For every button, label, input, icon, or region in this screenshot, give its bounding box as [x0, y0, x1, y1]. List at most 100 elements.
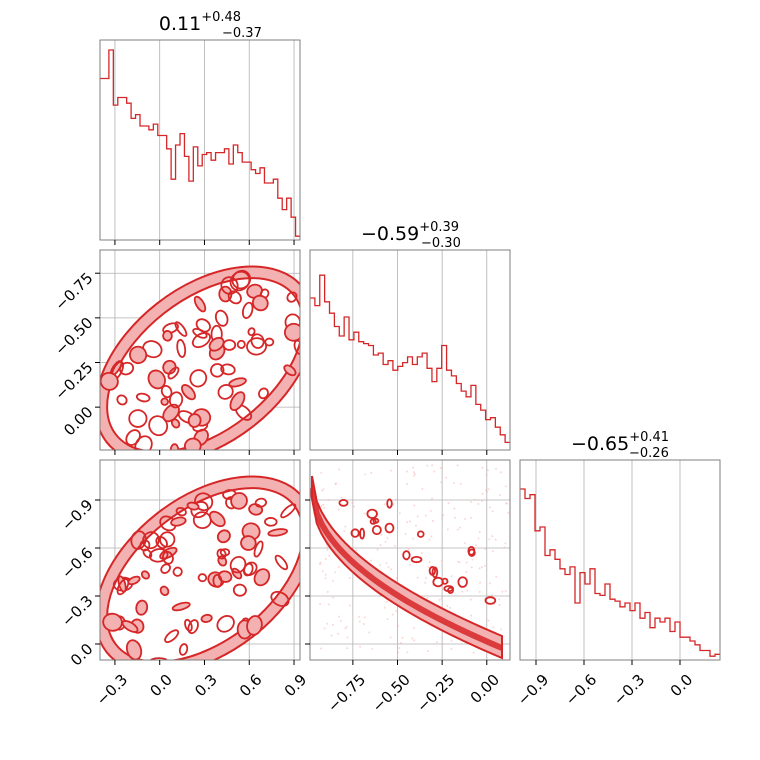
scatter-point-2-1-223: [323, 627, 326, 630]
contour-2-0-island-24: [159, 531, 176, 548]
scatter-point-2-1-102: [389, 636, 392, 639]
scatter-point-2-1-24: [498, 603, 501, 606]
contour-2-1-island-7: [484, 596, 497, 605]
scatter-point-2-1-155: [339, 619, 342, 622]
contour-2-0-island-0: [187, 619, 199, 635]
scatter-point-2-1-252: [406, 521, 409, 524]
scatter-point-2-1-211: [412, 626, 415, 629]
contour-1-0-island-65: [160, 397, 169, 406]
scatter-point-2-1-207: [488, 538, 491, 541]
contour-1-0-island-62: [176, 338, 187, 358]
scatter-point-2-1-234: [328, 603, 331, 606]
contour-1-0-island-61: [220, 276, 239, 295]
contour-2-0-island-48: [243, 561, 258, 576]
scatter-point-2-1-97: [498, 494, 501, 497]
ticklabel-x-param-1-2: −0.25: [413, 671, 458, 716]
title-param-0: 0.11+0.48 −0.37: [159, 10, 262, 41]
scatter-point-2-1-158: [420, 552, 423, 555]
contour-2-0-island-42: [172, 566, 183, 577]
scatter-point-2-1-256: [351, 501, 354, 504]
scatter-point-2-1-232: [494, 538, 497, 541]
scatter-point-2-1-5: [387, 565, 390, 568]
contour-2-0-island-45: [171, 601, 191, 612]
contour-1-0-island-67: [100, 371, 119, 391]
scatter-point-2-1-230: [320, 647, 323, 650]
contour-1-0-island-38: [170, 418, 181, 429]
contour-1-0-island-35: [236, 339, 246, 349]
contour-2-1-band-core: [310, 487, 504, 651]
scatter-point-2-1-109: [412, 466, 415, 469]
scatter-point-2-1-8: [412, 537, 415, 540]
scatter-point-2-1-202: [346, 647, 349, 650]
contour-1-0-island-60: [191, 332, 211, 349]
scatter-point-2-1-122: [405, 470, 408, 473]
scatter-point-2-1-11: [338, 468, 341, 471]
scatter-point-2-1-4: [395, 609, 398, 612]
contour-2-0-island-37: [216, 615, 235, 633]
scatter-point-2-1-156: [346, 636, 349, 639]
scatter-point-2-1-157: [395, 576, 398, 579]
scatter-point-2-1-135: [481, 492, 484, 495]
contour-2-1-island-4: [359, 527, 366, 540]
ticklabel-y-param-1-2: −0.50: [51, 314, 96, 359]
ticklabel-x-param-0-1: 0.0: [146, 671, 176, 701]
ticklabel-y-param-2-3: −0.9: [58, 496, 96, 534]
contour-2-1-layer: [310, 464, 510, 660]
scatter-point-2-1-14: [446, 605, 449, 608]
scatter-point-2-1-126: [426, 596, 429, 599]
scatter-point-2-1-152: [415, 524, 418, 527]
ticklabel-x-param-0-4: 0.9: [281, 671, 311, 701]
scatter-point-2-1-180: [472, 651, 475, 654]
scatter-point-2-1-94: [359, 645, 362, 648]
contour-1-0-island-32: [257, 387, 269, 400]
contour-2-1-island-1: [386, 498, 393, 509]
axes-frame-hist-1: [309, 249, 511, 451]
contour-1-0-island-27: [162, 330, 173, 342]
contour-1-0-island-51: [147, 369, 166, 390]
scatter-point-2-1-205: [427, 566, 430, 569]
scatter-point-2-1-251: [337, 632, 340, 635]
ticklabel-x-param-1-3: 0.00: [467, 671, 503, 707]
ticklabel-x-param-2-2: −0.3: [610, 671, 648, 709]
contour-2-0-island-53: [216, 529, 231, 544]
scatter-point-2-1-111: [465, 561, 468, 564]
scatter-point-2-1-21: [320, 471, 323, 474]
title-param-2-minus: −0.26: [629, 446, 669, 461]
contour-2-0-island-63: [240, 535, 257, 551]
contour-2-0-island-50: [135, 599, 149, 616]
scatter-point-2-1-55: [429, 509, 432, 512]
contour-1-0-island-66: [125, 429, 141, 446]
scatter-point-2-1-160: [401, 636, 404, 639]
contour-2-0-island-43: [264, 517, 278, 527]
scatter-point-2-1-169: [368, 631, 371, 634]
contour-1-0-layer: [100, 265, 300, 450]
scatter-point-2-1-89: [395, 498, 398, 501]
contour-1-0-island-45: [129, 345, 148, 365]
scatter-point-2-1-214: [416, 515, 419, 518]
contour-1-0-island-42: [181, 384, 196, 401]
contour-2-0-island-28: [232, 583, 247, 597]
scatter-point-2-1-163: [407, 548, 410, 551]
contour-2-0-island-51: [208, 510, 226, 528]
scatter-point-2-1-190: [424, 576, 427, 579]
scatter-point-2-1-73: [399, 641, 402, 644]
scatter-point-2-1-119: [396, 642, 399, 645]
contour-2-0-island-65: [216, 548, 227, 560]
scatter-point-2-1-115: [498, 598, 501, 601]
contour-2-0-island-66: [212, 573, 223, 588]
scatter-point-2-1-170: [435, 641, 438, 644]
scatter-point-2-1-6: [321, 570, 324, 573]
scatter-point-2-1-189: [322, 488, 325, 491]
contour-1-0-island-24: [229, 270, 251, 292]
scatter-point-2-1-58: [340, 496, 343, 499]
scatter-point-2-1-39: [484, 548, 487, 551]
ticklabel-y-param-2-0: 0.0: [67, 640, 97, 670]
title-param-1-minus: −0.30: [421, 236, 461, 251]
scatter-point-2-1-191: [321, 489, 324, 492]
contour-2-0-island-34: [160, 563, 171, 574]
scatter-point-2-1-164: [503, 546, 506, 549]
scatter-point-2-1-121: [379, 564, 382, 567]
ticklabel-y-param-1-3: −0.75: [51, 269, 96, 314]
scatter-point-2-1-167: [464, 518, 467, 521]
scatter-point-2-1-62: [332, 579, 335, 582]
